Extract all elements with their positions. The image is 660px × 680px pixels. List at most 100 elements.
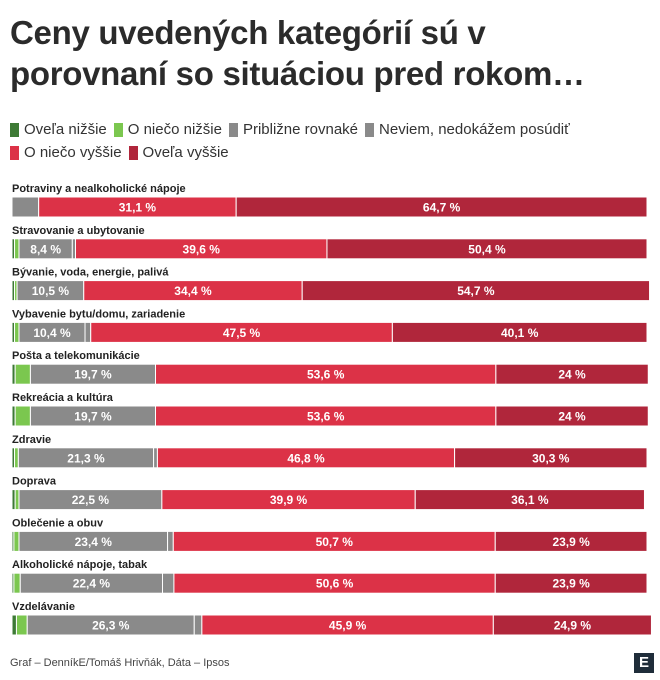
- legend-item-neviem: Neviem, nedokážem posúdiť: [365, 120, 570, 140]
- bar-segment: [494, 572, 648, 594]
- data-label: 22,4 %: [73, 577, 111, 591]
- legend-item-o-nieco-vyssie: O niečo vyššie: [10, 143, 122, 163]
- category-label: Doprava: [12, 476, 57, 488]
- legend-label: Približne rovnaké: [242, 121, 359, 138]
- legend-item-o-nieco-nizsie: O niečo nižšie: [113, 120, 222, 140]
- data-label: 19,7 %: [74, 368, 112, 382]
- data-label: 24 %: [558, 368, 586, 382]
- bar-segment: [15, 614, 28, 636]
- bar-segment: [326, 238, 648, 260]
- category-label: Vzdelávanie: [12, 601, 75, 613]
- bar-segment: [495, 405, 649, 427]
- bar-segment: [14, 489, 20, 511]
- bar-row: Vzdelávanie 26,3 % 45,9 % 24,9 %: [11, 601, 652, 636]
- legend-swatch: [113, 123, 123, 137]
- bar-segment: [301, 280, 651, 302]
- category-label: Zdravie: [12, 434, 51, 446]
- data-label: 64,7 %: [423, 201, 461, 215]
- category-label: Pošta a telekomunikácie: [12, 350, 140, 362]
- bar-segment: [14, 321, 20, 343]
- bar-row: Vybavenie bytu/domu, zariadenie 10,4 % 47,…: [11, 308, 648, 343]
- bar-segment: [454, 447, 648, 469]
- data-label: 50,7 %: [316, 535, 354, 549]
- bar-row: Doprava 22,5 % 39,9 % 36,1 %: [11, 476, 645, 511]
- category-label: Rekreácia a kultúra: [12, 392, 114, 404]
- data-label: 26,3 %: [92, 619, 130, 633]
- legend-label: Oveľa vyššie: [142, 144, 229, 161]
- data-label: 8,4 %: [30, 242, 61, 256]
- data-label: 10,5 %: [32, 284, 70, 298]
- stacked-bar-chart: Potraviny a nealkoholické nápoje 31,1 % 64…: [11, 183, 652, 636]
- chart-title: Ceny uvedených kategórií sú v porovnaní …: [10, 14, 585, 92]
- data-label: 36,1 %: [511, 493, 549, 507]
- bar-row: Oblečenie a obuv 23,4 % 50,7 % 23,9 %: [11, 517, 648, 552]
- bar-segment: [492, 614, 652, 636]
- data-label: 23,9 %: [552, 577, 590, 591]
- data-label: 10,4 %: [33, 326, 71, 340]
- category-label: Stravovanie a ubytovanie: [12, 225, 145, 237]
- data-label: 22,5 %: [72, 493, 110, 507]
- source-credit: Graf – DenníkE/Tomáš Hrivňák, Dáta – Ips…: [10, 657, 230, 669]
- legend-label: Oveľa nižšie: [24, 121, 107, 138]
- data-label: 23,4 %: [75, 535, 113, 549]
- data-label: 24,9 %: [554, 619, 592, 633]
- bar-segment: [235, 196, 648, 218]
- bar-row: Zdravie 21,3 % 46,8 % 30,3 %: [11, 434, 648, 469]
- data-label: 23,9 %: [552, 535, 590, 549]
- data-label: 45,9 %: [329, 619, 367, 633]
- data-label: 47,5 %: [223, 326, 261, 340]
- data-label: 19,7 %: [74, 410, 112, 424]
- data-label: 53,6 %: [307, 368, 345, 382]
- category-label: Potraviny a nealkoholické nápoje: [12, 183, 186, 195]
- bar-segment: [13, 530, 20, 552]
- data-label: 21,3 %: [67, 451, 105, 465]
- bar-segment: [14, 447, 19, 469]
- bar-row: Rekreácia a kultúra 19,7 % 53,6 % 24 %: [11, 392, 649, 427]
- legend: Oveľa nižšie O niečo nižšie Približne ro…: [10, 120, 650, 163]
- bar-segment: [494, 530, 648, 552]
- data-label: 46,8 %: [287, 451, 325, 465]
- data-label: 39,6 %: [183, 242, 221, 256]
- bar-row: Alkoholické nápoje, tabak 22,4 % 50,6 % 23,…: [11, 559, 648, 594]
- legend-label: O niečo vyššie: [24, 144, 122, 161]
- bar-segment: [14, 238, 20, 260]
- category-label: Alkoholické nápoje, tabak: [12, 559, 148, 571]
- data-label: 24 %: [558, 410, 586, 424]
- legend-label: Neviem, nedokážem posúdiť: [379, 121, 570, 138]
- data-label: 50,6 %: [316, 577, 354, 591]
- data-label: 30,3 %: [532, 451, 570, 465]
- dennik-e-logo: E: [634, 653, 654, 673]
- bar-segment: [167, 530, 174, 552]
- data-label: 40,1 %: [501, 326, 539, 340]
- bar-row: Pošta a telekomunikácie 19,7 % 53,6 % 24 %: [11, 350, 649, 385]
- bar-row: Bývanie, voda, energie, palivá 10,5 % 34,4…: [11, 267, 651, 302]
- legend-swatch: [128, 146, 138, 160]
- bar-segment: [11, 196, 40, 218]
- data-label: 53,6 %: [307, 410, 345, 424]
- bar-segment: [14, 363, 31, 385]
- bar-segment: [414, 489, 645, 511]
- bar-segment: [84, 321, 92, 343]
- data-label: 34,4 %: [174, 284, 212, 298]
- legend-item-priblizne-rovnake: Približne rovnaké: [228, 120, 359, 140]
- bar-segment: [391, 321, 648, 343]
- bar-segment: [193, 614, 203, 636]
- data-label: 39,9 %: [270, 493, 308, 507]
- legend-swatch: [365, 123, 375, 137]
- bar-segment: [161, 572, 175, 594]
- category-label: Vybavenie bytu/domu, zariadenie: [12, 308, 185, 320]
- data-label: 50,4 %: [468, 242, 506, 256]
- data-label: 54,7 %: [457, 284, 495, 298]
- bar-segment: [153, 447, 158, 469]
- bar-row: Stravovanie a ubytovanie 8,4 % 39,6 % 50,4 …: [11, 225, 648, 260]
- legend-swatch: [10, 146, 19, 160]
- bar-row: Potraviny a nealkoholické nápoje 31,1 % 64…: [11, 183, 648, 218]
- legend-swatch: [228, 123, 238, 137]
- category-label: Oblečenie a obuv: [12, 517, 104, 529]
- bar-segment: [495, 363, 649, 385]
- bar-segment: [14, 405, 31, 427]
- legend-label: O niečo nižšie: [127, 121, 222, 138]
- legend-item-ovela-vyssie: Oveľa vyššie: [128, 143, 229, 163]
- legend-swatch: [10, 123, 19, 137]
- data-label: 31,1 %: [119, 201, 157, 215]
